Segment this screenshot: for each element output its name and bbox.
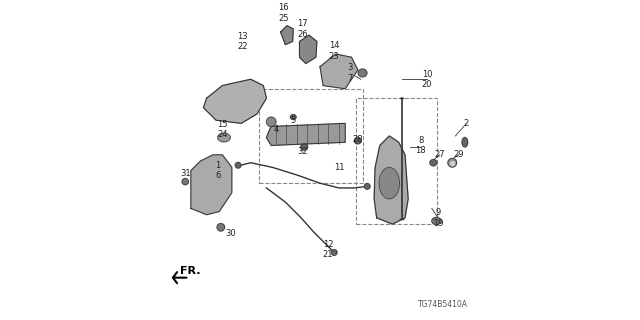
Polygon shape (430, 160, 437, 166)
Polygon shape (301, 144, 308, 150)
Text: 13
22: 13 22 (237, 32, 248, 51)
Text: 32: 32 (298, 147, 308, 156)
Text: 2: 2 (464, 119, 469, 128)
Polygon shape (320, 54, 358, 89)
Polygon shape (182, 179, 188, 185)
Polygon shape (291, 115, 296, 120)
Text: 30: 30 (225, 229, 236, 238)
Polygon shape (204, 79, 266, 124)
Polygon shape (300, 35, 317, 64)
Text: TG74B5410A: TG74B5410A (418, 300, 468, 309)
Text: 11: 11 (333, 163, 344, 172)
Text: 3
7: 3 7 (348, 63, 353, 83)
Polygon shape (218, 133, 230, 142)
Polygon shape (358, 69, 367, 77)
Polygon shape (432, 218, 441, 224)
Text: 27: 27 (435, 150, 445, 159)
Text: 4: 4 (273, 125, 278, 134)
Polygon shape (332, 250, 337, 255)
Text: 31: 31 (180, 169, 191, 178)
Polygon shape (266, 124, 345, 145)
Polygon shape (364, 183, 370, 189)
Text: 8
18: 8 18 (415, 136, 426, 155)
Polygon shape (355, 138, 361, 144)
Text: 16
25: 16 25 (278, 4, 289, 23)
Text: 17
26: 17 26 (298, 19, 308, 39)
Polygon shape (379, 167, 399, 199)
Polygon shape (217, 223, 225, 231)
Text: 15
24: 15 24 (217, 120, 228, 140)
Polygon shape (191, 155, 232, 215)
Text: 9
19: 9 19 (433, 208, 444, 228)
Polygon shape (374, 136, 408, 224)
Text: 5: 5 (291, 116, 296, 125)
Polygon shape (280, 26, 293, 44)
Polygon shape (448, 158, 457, 167)
Polygon shape (236, 163, 241, 168)
Text: 14
23: 14 23 (329, 41, 339, 60)
Text: 12
21: 12 21 (323, 240, 333, 259)
Text: 1
6: 1 6 (215, 161, 220, 180)
Polygon shape (266, 117, 276, 126)
Polygon shape (462, 138, 468, 147)
Text: FR.: FR. (180, 266, 200, 276)
Text: 10
20: 10 20 (422, 69, 433, 89)
Text: 29: 29 (453, 150, 464, 159)
Text: 28: 28 (353, 135, 363, 144)
